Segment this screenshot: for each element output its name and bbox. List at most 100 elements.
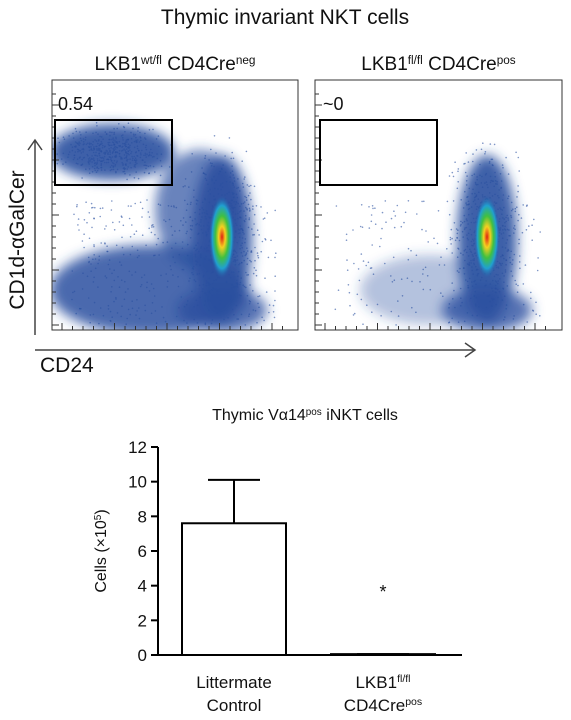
event-dot	[368, 206, 370, 208]
event-dot	[118, 221, 121, 223]
event-dot	[183, 305, 186, 308]
event-dot	[505, 304, 508, 306]
event-dot	[391, 281, 394, 283]
event-dot	[160, 153, 163, 155]
event-dot	[79, 150, 82, 152]
event-dot	[449, 236, 452, 239]
event-dot	[507, 173, 510, 175]
event-dot	[98, 259, 100, 261]
event-dot	[451, 282, 454, 284]
event-dot	[110, 209, 113, 211]
event-dot	[238, 294, 241, 296]
event-dot	[109, 319, 112, 322]
event-dot	[147, 165, 150, 168]
event-dot	[100, 160, 103, 162]
event-dot	[133, 135, 135, 137]
event-dot	[390, 310, 393, 313]
plot-frame	[314, 79, 563, 331]
event-dot	[248, 302, 251, 305]
event-dot	[112, 141, 115, 144]
event-dot	[111, 131, 113, 134]
event-dot	[506, 285, 509, 287]
event-dot	[100, 169, 103, 171]
event-dot	[98, 153, 100, 155]
event-dot	[73, 145, 76, 148]
event-dot	[454, 306, 456, 309]
event-dot	[134, 202, 136, 205]
event-dot	[504, 225, 506, 228]
event-dot	[246, 263, 248, 266]
event-dot	[211, 282, 214, 285]
event-dot	[246, 247, 248, 249]
event-dot	[515, 151, 517, 154]
event-dot	[194, 218, 196, 220]
event-dot	[193, 305, 195, 308]
event-dot	[158, 254, 160, 256]
event-dot	[95, 151, 97, 154]
event-dot	[209, 162, 212, 164]
event-dot	[114, 151, 117, 154]
text-part: LKB1	[95, 54, 141, 75]
event-dot	[240, 244, 242, 247]
event-dot	[151, 152, 153, 154]
event-dot	[233, 186, 235, 188]
event-dot	[476, 314, 479, 317]
event-dot	[195, 224, 197, 226]
event-dot	[496, 282, 499, 285]
event-dot	[245, 196, 248, 199]
event-dot	[235, 282, 238, 285]
event-dot	[258, 234, 260, 236]
event-dot	[110, 291, 112, 293]
event-dot	[120, 150, 123, 152]
event-dot	[93, 301, 96, 304]
event-dot	[195, 260, 197, 262]
event-dot	[178, 306, 180, 309]
event-dot	[518, 261, 521, 263]
event-dot	[80, 152, 83, 154]
event-dot	[466, 280, 469, 283]
event-dot	[230, 157, 232, 160]
event-dot	[121, 137, 124, 139]
event-dot	[490, 179, 493, 182]
event-dot	[145, 167, 147, 170]
event-dot	[81, 164, 83, 166]
gate-label: 0.54	[58, 94, 93, 114]
event-dot	[171, 247, 173, 249]
event-dot	[204, 322, 207, 325]
event-dot	[81, 240, 84, 242]
flow-plot	[334, 142, 541, 330]
event-dot	[109, 151, 111, 154]
event-dot	[497, 296, 499, 299]
event-dot	[205, 233, 208, 236]
event-dot	[184, 178, 187, 180]
event-dot	[429, 288, 432, 291]
event-dot	[511, 275, 514, 277]
event-dot	[485, 306, 488, 309]
event-dot	[470, 206, 473, 208]
event-dot	[251, 228, 253, 230]
event-dot	[384, 200, 387, 202]
event-dot	[235, 193, 238, 196]
event-dot	[472, 238, 474, 241]
event-dot	[147, 155, 150, 157]
event-dot	[438, 264, 441, 266]
event-dot	[475, 149, 478, 151]
event-dot	[502, 288, 505, 290]
event-dot	[205, 284, 208, 287]
event-dot	[155, 243, 158, 246]
event-dot	[507, 217, 509, 219]
event-dot	[513, 232, 515, 234]
event-dot	[480, 148, 483, 151]
event-dot	[372, 273, 375, 276]
event-dot	[454, 239, 457, 242]
superscript: pos	[405, 696, 422, 708]
event-dot	[95, 148, 98, 150]
event-dot	[88, 212, 91, 214]
panel-label: LKB1fl/fl CD4Crepos	[361, 54, 516, 76]
event-dot	[352, 314, 355, 316]
event-dot	[118, 152, 121, 155]
event-dot	[71, 270, 74, 272]
event-dot	[96, 155, 99, 157]
event-dot	[132, 127, 134, 130]
event-dot	[440, 292, 442, 294]
